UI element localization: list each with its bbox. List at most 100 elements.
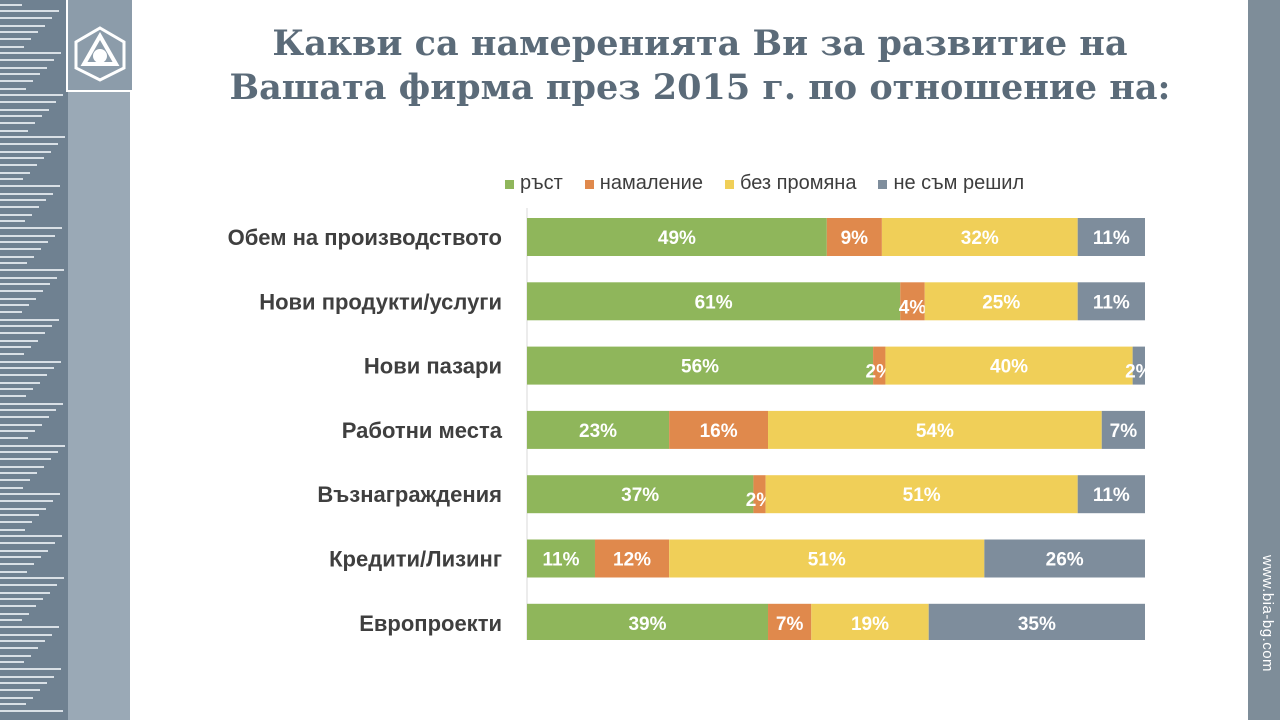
stripe-decor <box>0 157 44 159</box>
stripe-decor <box>0 535 62 537</box>
data-label: 51% <box>903 485 941 506</box>
stripe-decor <box>0 472 37 474</box>
stripe-decor <box>0 661 24 663</box>
stripe-decor <box>0 31 38 33</box>
stripe-decor <box>0 563 34 565</box>
stripe-decor <box>0 361 61 363</box>
right-decor-strip <box>1248 0 1280 720</box>
bar-segment <box>885 346 1133 385</box>
bar-segment <box>527 346 874 385</box>
stripe-decor <box>0 626 59 628</box>
category-label: Възнаграждения <box>317 482 502 507</box>
stripe-decor <box>0 59 54 61</box>
stripe-decor <box>0 529 25 531</box>
bar-segment <box>924 282 1078 321</box>
stripe-decor <box>0 164 37 166</box>
bar-segment <box>1077 475 1145 514</box>
bar-segment <box>594 539 670 578</box>
category-label: Нови пазари <box>364 354 502 379</box>
stripe-decor <box>0 382 40 384</box>
stripe-decor <box>0 409 56 411</box>
bar-segment <box>1077 282 1145 321</box>
bar-segment <box>1077 218 1145 256</box>
stripe-decor <box>0 676 54 678</box>
left-decor-panel <box>0 0 130 720</box>
stripe-decor <box>0 445 65 447</box>
data-label: 11% <box>1093 292 1130 313</box>
stripe-decor <box>0 25 45 27</box>
stripe-decor <box>0 193 53 195</box>
stripe-decor <box>0 311 22 313</box>
bar-segment <box>768 410 1102 449</box>
stripe-decor <box>0 80 33 82</box>
data-label: 11% <box>1093 228 1130 249</box>
stripe-decor <box>0 283 50 285</box>
stripe-decor <box>0 151 51 153</box>
stripe-decor <box>0 10 59 12</box>
page-title: Какви са намеренията Ви за развитие на В… <box>160 22 1240 110</box>
stripe-decor <box>0 115 42 117</box>
chart-legend: ръст намаление без промяна не съм решил <box>505 171 1046 195</box>
legend-label: ръст <box>520 171 563 194</box>
category-label: Работни места <box>342 418 503 443</box>
stripe-decor <box>0 248 41 250</box>
bar-segment <box>873 346 886 385</box>
stripe-decor <box>0 466 44 468</box>
category-label: Нови продукти/услуги <box>259 289 502 314</box>
stripe-decor <box>0 109 49 111</box>
bar-segment <box>527 218 827 256</box>
data-label: 25% <box>982 292 1020 313</box>
stripe-decor <box>0 521 32 523</box>
stripe-decor <box>0 262 27 264</box>
legend-item: намаление <box>584 171 703 195</box>
data-label: 54% <box>916 421 954 442</box>
left-stripes-decor <box>0 0 68 720</box>
stripe-decor <box>0 703 26 705</box>
stripe-decor <box>0 206 39 208</box>
category-label: Европроекти <box>359 611 502 636</box>
stripe-decor <box>0 584 57 586</box>
stripe-decor <box>0 298 36 300</box>
stripe-decor <box>0 577 64 579</box>
stripe-decor <box>0 325 52 327</box>
data-label: 11% <box>1093 485 1130 506</box>
bar-segment <box>826 218 882 256</box>
bar-segment <box>527 282 901 321</box>
legend-label: намаление <box>599 171 703 194</box>
stripe-decor <box>0 290 43 292</box>
stripe-decor <box>0 214 32 216</box>
stripe-decor <box>0 479 30 481</box>
stripe-decor <box>0 178 23 180</box>
stripe-decor <box>0 340 38 342</box>
category-label: Обем на производството <box>228 225 502 250</box>
stripe-decor <box>0 199 46 201</box>
data-label: 37% <box>621 485 659 506</box>
bar-segment <box>1101 410 1145 449</box>
stripe-decor <box>0 500 53 502</box>
stripe-decor <box>0 403 63 405</box>
stripe-decor <box>0 571 27 573</box>
stripe-decor <box>0 269 64 271</box>
stripe-decor <box>0 550 48 552</box>
stripe-decor <box>0 235 55 237</box>
bar-segment <box>984 539 1145 578</box>
data-label: 32% <box>961 228 999 249</box>
stacked-bar-chart: Обем на производството 49% 9% 32% 11% Нови пр… <box>228 208 1153 640</box>
stripe-decor <box>0 4 22 6</box>
stripe-decor <box>0 319 59 321</box>
stripe-decor <box>0 388 33 390</box>
stripe-decor <box>0 710 63 712</box>
bar-segment <box>1132 346 1145 385</box>
stripe-decor <box>0 241 48 243</box>
stripe-decor <box>0 451 58 453</box>
data-label: 40% <box>990 357 1028 378</box>
stripe-decor <box>0 52 61 54</box>
stripe-decor <box>0 458 51 460</box>
stripe-decor <box>0 493 60 495</box>
category-label: Кредити/Лизинг <box>329 547 502 572</box>
data-label: 16% <box>700 421 738 442</box>
stripe-decor <box>0 136 65 138</box>
stripe-decor <box>0 353 24 355</box>
stripe-decor <box>0 46 24 48</box>
logo <box>66 0 132 92</box>
